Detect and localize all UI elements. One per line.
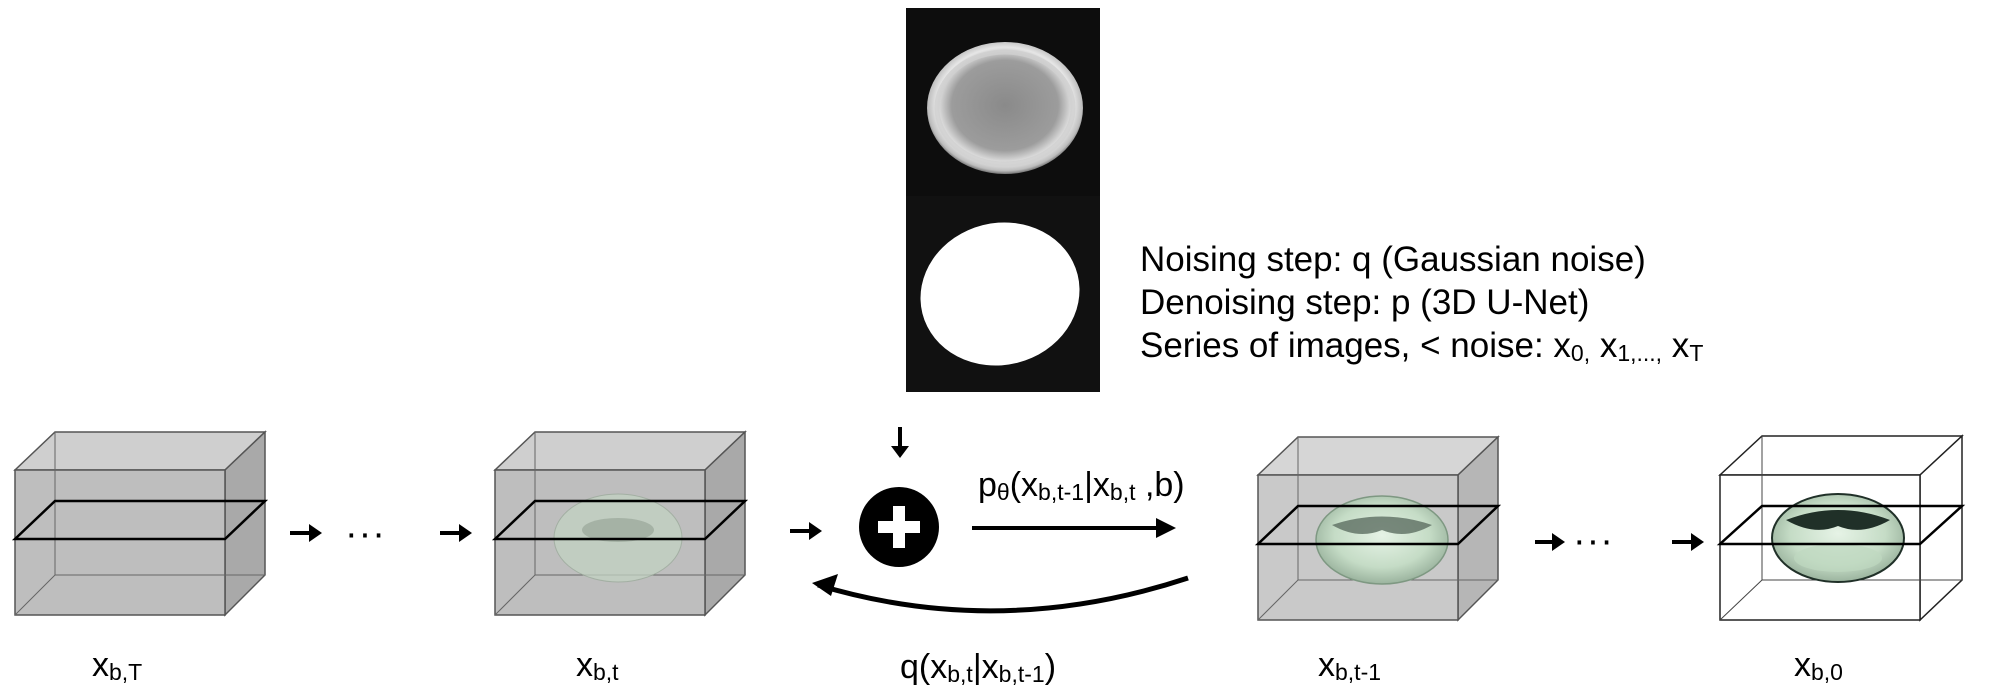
ellipsis-right: ···: [1573, 520, 1614, 562]
cell-image-top: [906, 8, 1100, 196]
note-noising-step: Noising step: q (Gaussian noise): [1140, 240, 1646, 279]
label-xbT: xb,T: [92, 646, 143, 685]
label-xbt-1: xb,t-1: [1318, 646, 1382, 685]
noising-label: q(xb,t|xb,t-1): [900, 648, 1057, 687]
arrow-right-icon: [790, 522, 822, 540]
volume-cube-xbt-1: [1254, 435, 1502, 622]
denoising-label: pθ(xb,t-1|xb,t ,b): [978, 466, 1185, 505]
arrow-right-icon: [440, 524, 472, 542]
label-xbt: xb,t: [576, 646, 619, 685]
cell-mask-image: [906, 196, 1100, 392]
arrow-right-icon: [1672, 533, 1704, 551]
label-xb0: xb,0: [1794, 646, 1843, 685]
plus-circle-icon: [859, 487, 939, 567]
arrow-down-icon: [891, 427, 909, 458]
arrow-right-icon: [290, 524, 322, 542]
note-denoising-step: Denoising step: p (3D U-Net): [1140, 283, 1590, 322]
note-series: Series of images, < noise: x0, x1,..., x…: [1140, 326, 1704, 366]
volume-cube-xb0: [1716, 434, 1966, 622]
denoising-arrow: [972, 518, 1176, 538]
legend-notes: Noising step: q (Gaussian noise) Denoisi…: [1140, 238, 1703, 375]
noising-arrow: [812, 574, 1189, 614]
volume-cube-xbt: [491, 430, 749, 617]
ellipsis-left: ···: [345, 513, 386, 555]
arrow-right-icon: [1535, 533, 1565, 551]
volume-cube-xbT: [11, 430, 269, 617]
